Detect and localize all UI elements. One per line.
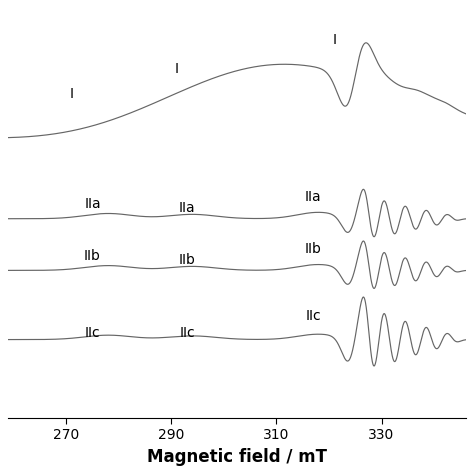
Text: IIa: IIa: [305, 190, 321, 204]
Text: I: I: [69, 87, 73, 101]
Text: I: I: [174, 62, 179, 75]
X-axis label: Magnetic field / mT: Magnetic field / mT: [147, 447, 327, 465]
Text: IIc: IIc: [305, 309, 321, 323]
Text: I: I: [332, 33, 336, 47]
Text: IIc: IIc: [85, 326, 100, 340]
Text: IIb: IIb: [84, 248, 101, 263]
Text: IIa: IIa: [84, 197, 101, 211]
Text: IIb: IIb: [305, 242, 322, 255]
Text: IIa: IIa: [179, 201, 195, 215]
Text: IIb: IIb: [179, 253, 195, 267]
Text: IIc: IIc: [179, 326, 195, 340]
